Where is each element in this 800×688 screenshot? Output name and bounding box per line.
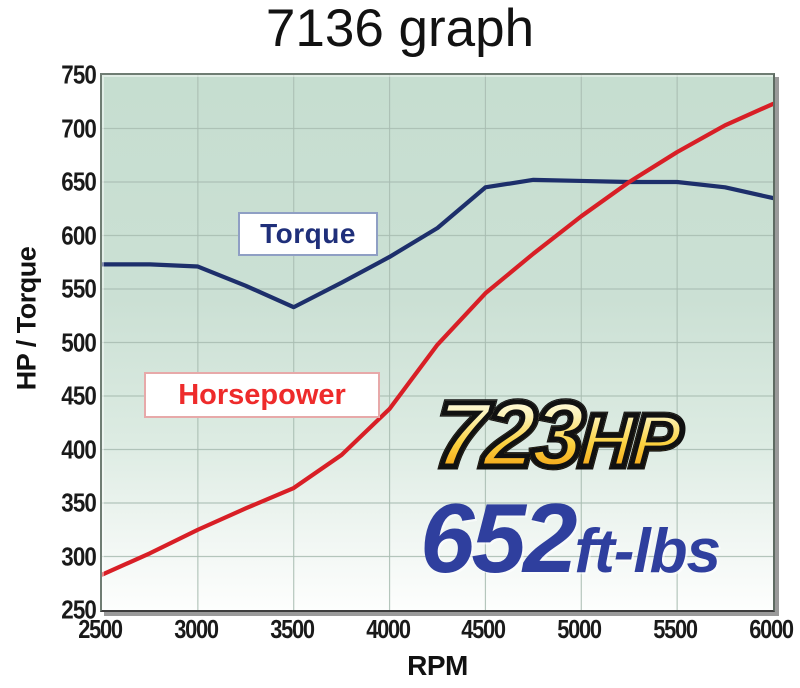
y-tick-label: 550 (61, 273, 97, 304)
page-title: 7136 graph (265, 0, 535, 58)
x-tick-label: 5000 (557, 614, 603, 644)
x-axis-ticks: 2500 3000 3500 4000 4500 5000 5500 6000 (78, 614, 794, 654)
legend-label-torque: Torque (238, 212, 378, 256)
y-tick-label: 500 (61, 327, 97, 357)
y-tick-label: 350 (61, 487, 97, 518)
y-tick-label: 700 (61, 113, 97, 143)
y-tick-label: 450 (61, 380, 97, 411)
callout-horsepower: 723HP (430, 382, 685, 489)
callout-hp-value: 723 (430, 382, 587, 489)
x-tick-label: 4000 (365, 614, 411, 644)
y-tick-label: 250 (61, 594, 97, 625)
y-axis-ticks: 250 300 350 400 450 500 550 600 650 700 750 (0, 60, 97, 625)
x-tick-label: 3500 (269, 614, 315, 644)
x-tick-label: 3000 (174, 614, 219, 644)
x-tick-label: 6000 (749, 614, 794, 644)
callout-torque-unit: ft-lbs (574, 517, 722, 586)
x-tick-label: 5500 (653, 614, 698, 644)
y-tick-label: 400 (61, 434, 97, 464)
series-lines (102, 101, 773, 577)
y-tick-label: 750 (61, 59, 97, 90)
y-tick-label: 600 (61, 220, 97, 250)
x-tick-label: 2500 (78, 614, 123, 644)
x-tick-label: 4500 (461, 614, 507, 644)
y-tick-label: 650 (61, 166, 97, 197)
callout-hp-unit: HP (575, 397, 685, 485)
plot-area (100, 73, 775, 612)
callout-torque: 652ft-lbs (420, 489, 722, 598)
callout-torque-value: 652 (420, 483, 578, 593)
gridlines (102, 75, 773, 610)
y-tick-label: 300 (61, 541, 97, 571)
legend-label-horsepower: Horsepower (144, 372, 380, 418)
x-axis-label: RPM (407, 650, 468, 681)
y-axis-label: HP / Torque (11, 246, 42, 391)
